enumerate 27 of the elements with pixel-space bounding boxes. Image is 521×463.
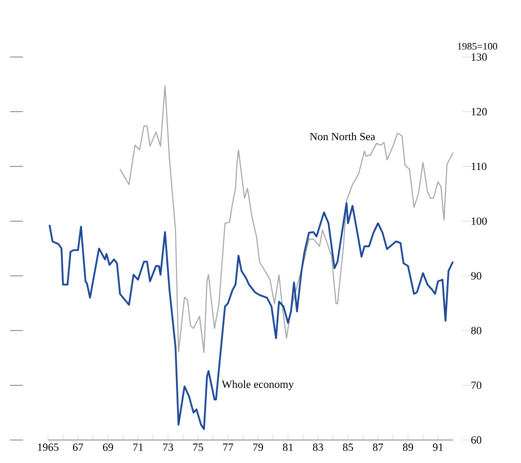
series-label: Whole economy: [222, 380, 294, 390]
x-tick-label: 75: [193, 444, 204, 451]
x-tick-label: 1965: [38, 444, 59, 451]
x-tick-label: 77: [223, 444, 234, 451]
x-tick-label: 71: [133, 444, 143, 451]
x-tick-label: 69: [102, 444, 114, 451]
x-tick-label: 67: [72, 444, 84, 451]
y-tick-label: 130: [472, 53, 487, 61]
y-tick-label: 110: [472, 162, 486, 170]
y-tick-label: 70: [471, 382, 482, 389]
line-series: [119, 85, 454, 354]
x-tick-label: 91: [432, 444, 443, 451]
x-tick-label: 85: [342, 444, 354, 451]
x-tick-label: 87: [372, 444, 384, 451]
y-tick-label: 120: [472, 108, 487, 116]
y-tick-label: 60: [471, 436, 482, 444]
x-tick-label: 89: [402, 444, 414, 451]
y-tick-label: 100: [472, 217, 487, 225]
y-axis-title: 1985=100: [458, 42, 498, 50]
line-series: [48, 202, 454, 430]
x-tick-label: 79: [253, 444, 264, 451]
x-tick-label: 73: [163, 444, 174, 451]
y-tick-label: 80: [471, 326, 482, 334]
x-tick-label: 83: [312, 444, 324, 451]
x-tick-label: 81: [282, 444, 293, 451]
y-tick-label: 90: [471, 272, 482, 280]
series-label: Non North Sea: [310, 132, 376, 140]
